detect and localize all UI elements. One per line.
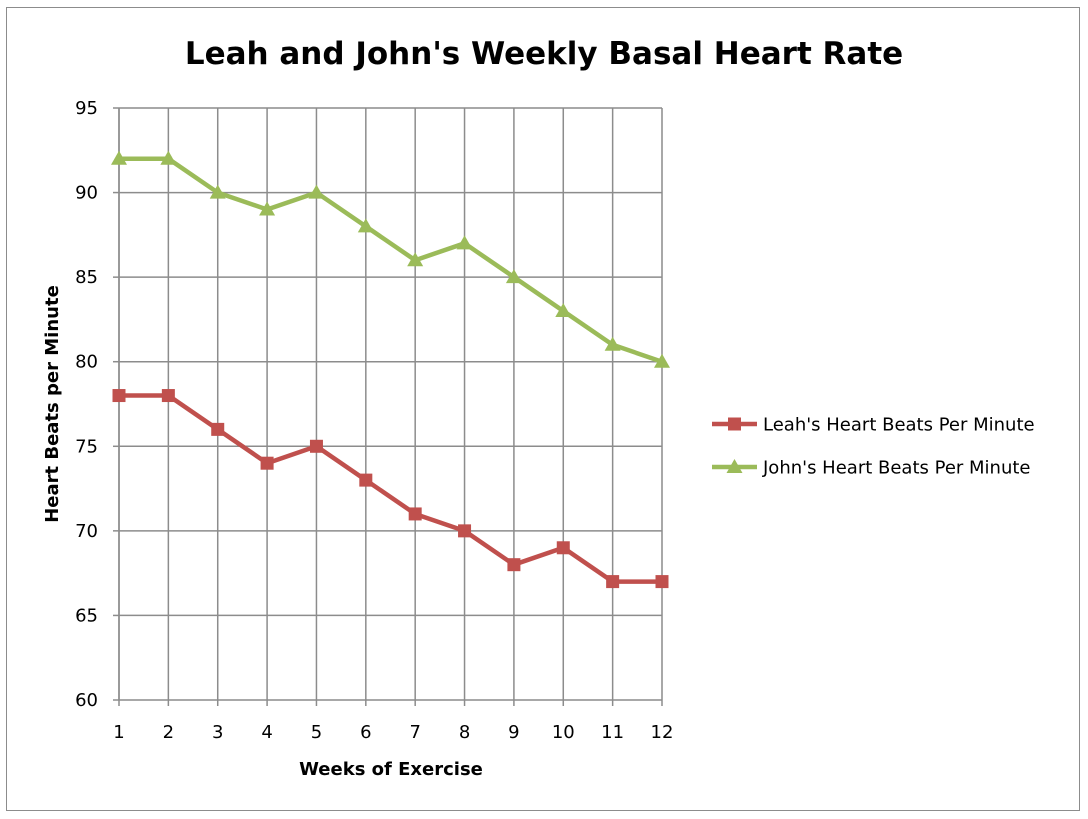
john-data-point xyxy=(407,252,424,267)
leah-data-point xyxy=(112,389,126,403)
leah-data-point xyxy=(655,575,669,589)
legend-label: John's Heart Beats Per Minute xyxy=(762,458,1031,479)
john-data-point xyxy=(308,184,325,199)
john-data-point xyxy=(654,353,670,368)
x-axis-title: Weeks of Exercise xyxy=(299,759,483,780)
leah-data-point xyxy=(606,575,620,589)
legend-item-leah: Leah's Heart Beats Per Minute xyxy=(712,415,1035,436)
leah-data-point xyxy=(359,473,373,487)
y-tick-label: 70 xyxy=(75,521,98,542)
y-tick-label: 75 xyxy=(75,436,98,457)
john-data-point xyxy=(456,235,473,250)
john-data-point xyxy=(259,201,276,216)
x-tick-label: 9 xyxy=(508,722,519,743)
legend-item-john: John's Heart Beats Per Minute xyxy=(712,458,1031,479)
john-series-line xyxy=(119,156,663,364)
y-tick-label: 90 xyxy=(75,183,98,204)
john-data-point xyxy=(357,218,374,233)
y-tick-label: 60 xyxy=(75,690,98,711)
x-tick-labels: 1 2 3 4 5 6 7 8 9 10 11 12 xyxy=(113,722,673,743)
x-tick-label: 1 xyxy=(113,722,124,743)
grid-lines xyxy=(118,107,663,700)
data-series xyxy=(111,150,670,589)
john-data-point xyxy=(209,184,226,199)
john-data-point xyxy=(555,302,572,317)
x-tick-label: 4 xyxy=(261,722,272,743)
leah-data-point xyxy=(458,524,472,538)
john-data-point xyxy=(111,150,127,165)
y-tick-label: 65 xyxy=(75,605,98,626)
x-tick-label: 12 xyxy=(651,722,674,743)
legend-swatch-marker xyxy=(728,417,741,431)
y-tick-label: 80 xyxy=(75,352,98,373)
leah-series-line xyxy=(119,393,662,584)
john-data-point xyxy=(604,336,621,351)
x-tick-label: 3 xyxy=(212,722,223,743)
x-tick-label: 7 xyxy=(409,722,420,743)
x-tick-label: 2 xyxy=(163,722,174,743)
leah-data-point xyxy=(260,456,274,470)
leah-data-point xyxy=(408,507,422,521)
chart-title: Leah and John's Weekly Basal Heart Rate xyxy=(185,36,903,72)
leah-data-point xyxy=(161,389,175,403)
leah-data-point xyxy=(507,558,521,572)
john-series xyxy=(111,150,670,368)
x-tick-label: 5 xyxy=(311,722,322,743)
leah-data-point xyxy=(211,422,225,436)
x-tick-label: 6 xyxy=(360,722,371,743)
x-tick-label: 8 xyxy=(459,722,470,743)
y-tick-label: 95 xyxy=(75,98,98,119)
y-axis-title: Heart Beats per Minute xyxy=(42,285,63,523)
legend: Leah's Heart Beats Per Minute John's Hear… xyxy=(712,415,1035,479)
axes xyxy=(113,107,663,706)
legend-swatch-marker xyxy=(726,459,743,473)
john-data-point xyxy=(505,269,522,284)
x-tick-label: 11 xyxy=(601,722,624,743)
leah-series xyxy=(112,389,669,589)
y-tick-labels: 60 65 70 75 80 85 90 95 xyxy=(75,98,98,711)
y-tick-label: 85 xyxy=(75,267,98,288)
legend-label: Leah's Heart Beats Per Minute xyxy=(763,415,1035,436)
john-data-point xyxy=(160,150,177,165)
leah-data-point xyxy=(309,439,323,453)
leah-data-point xyxy=(556,541,570,555)
x-tick-label: 10 xyxy=(552,722,575,743)
